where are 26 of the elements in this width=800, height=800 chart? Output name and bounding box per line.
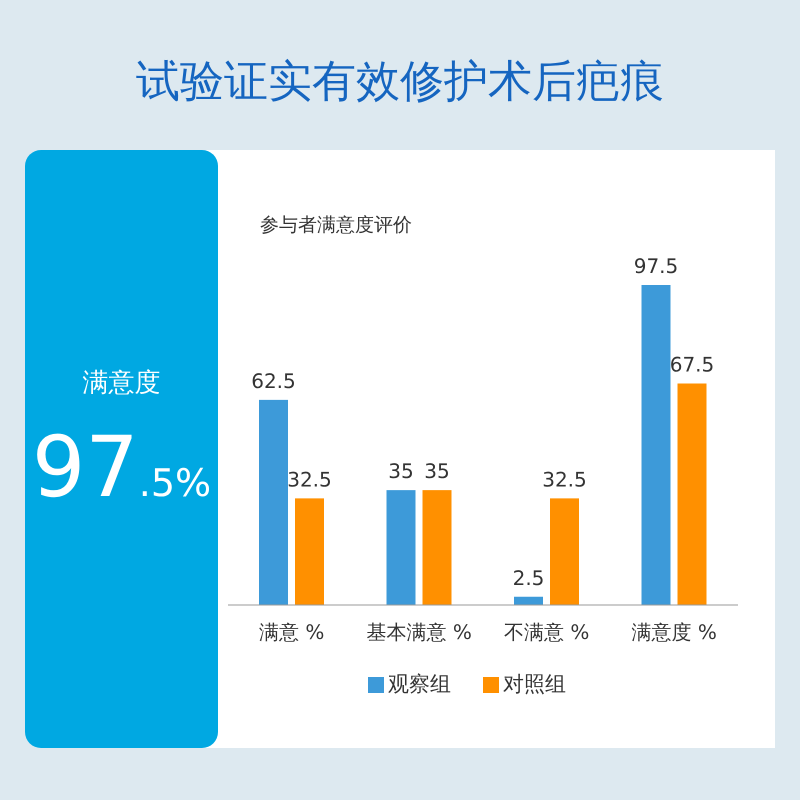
data-label: 32.5 (542, 467, 587, 492)
chart-subtitle: 参与者满意度评价 (260, 213, 412, 238)
data-label: 2.5 (512, 566, 544, 590)
data-label: 35 (424, 459, 450, 484)
bar (386, 490, 416, 605)
data-label: 62.5 (251, 368, 296, 393)
data-label: 97.5 (634, 254, 678, 278)
legend-label: 对照组 (503, 672, 566, 696)
bar (642, 285, 670, 605)
bar (514, 596, 543, 605)
bar (550, 498, 579, 605)
text: 满意度 (82, 367, 162, 400)
data-label: 32.5 (287, 467, 332, 492)
bar (295, 498, 324, 605)
x-tick-label: 满意 % (259, 620, 324, 644)
x-tick-label: 基本满意 % (366, 620, 472, 644)
data-label: 35 (388, 459, 414, 484)
chart-title: 试验证实有效修护术后疤痕 (135, 55, 665, 109)
legend-label: 观察组 (388, 672, 451, 696)
x-tick-label: 满意度 % (632, 620, 717, 644)
data-label: 67.5 (670, 352, 714, 376)
bar (422, 490, 452, 605)
bar (259, 400, 288, 605)
x-tick-label: 不满意 % (504, 620, 590, 644)
bar (678, 383, 706, 605)
text: 97.5% (32, 418, 212, 516)
